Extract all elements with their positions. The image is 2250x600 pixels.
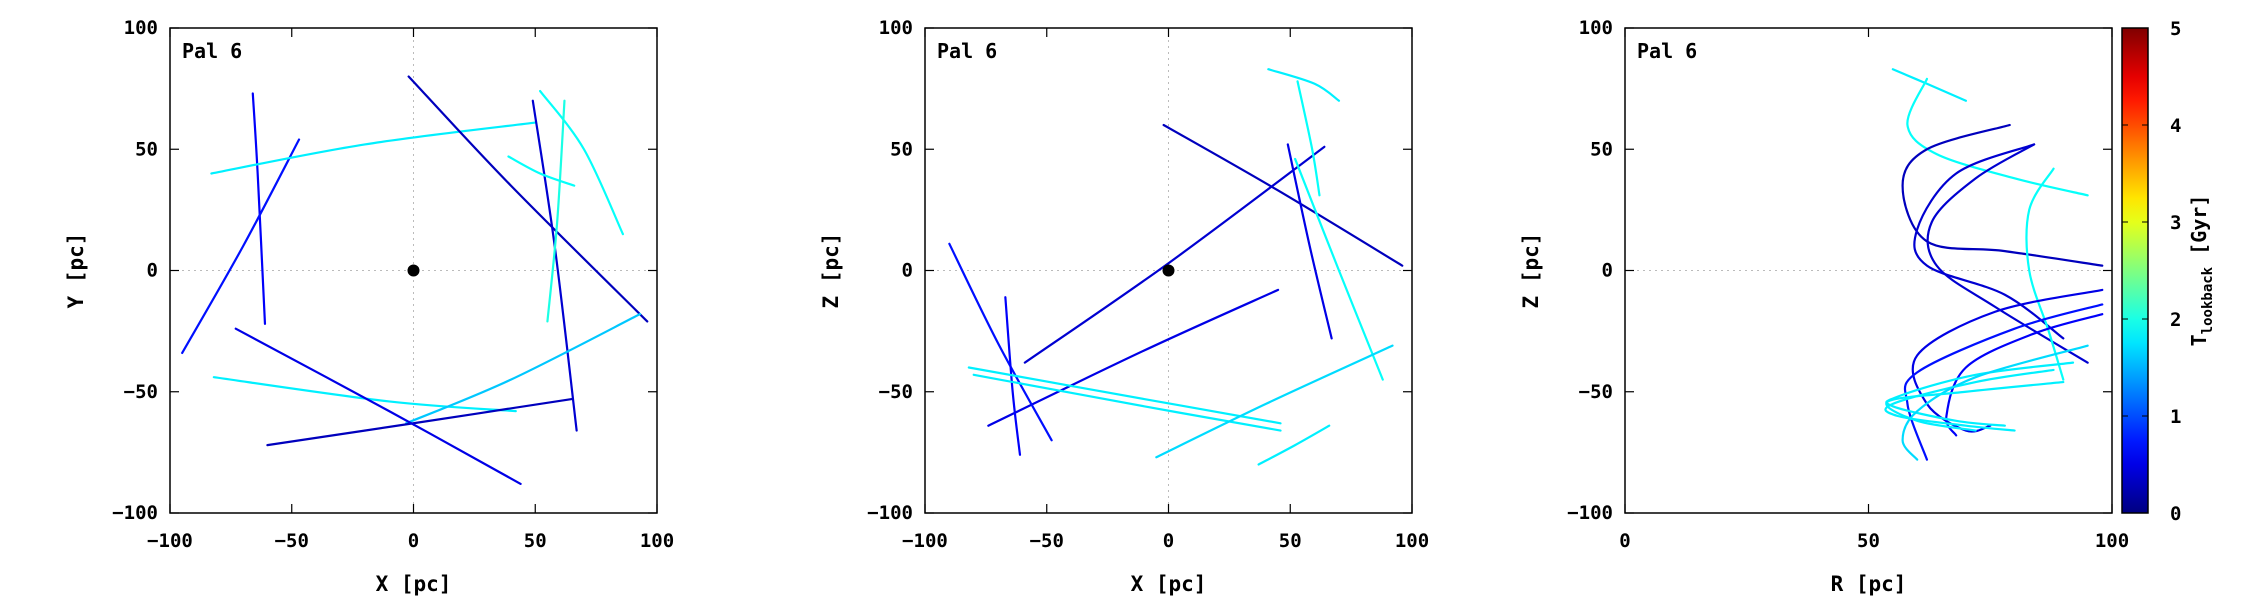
colorbar-tick-label: 4 — [2170, 115, 2181, 137]
y-tick-label: −100 — [1567, 502, 1613, 524]
y-tick-label: 50 — [890, 138, 913, 160]
orbit-line-4 — [407, 75, 649, 323]
panel-label: Pal 6 — [182, 39, 242, 63]
orbit-line-11 — [972, 373, 1282, 432]
colorbar-label-sub: lookback — [2200, 266, 2216, 334]
colorbar-tick-label: 5 — [2170, 18, 2181, 40]
orbit-line-1 — [1891, 68, 1967, 102]
orbit-line-7 — [1911, 288, 2104, 433]
orbit-line-11 — [266, 397, 573, 447]
orbit-line-10 — [405, 313, 642, 425]
y-tick-label: −100 — [867, 502, 913, 524]
colorbar-scale — [2121, 27, 2149, 514]
y-tick-label: 0 — [147, 260, 158, 282]
series-group — [948, 68, 1404, 466]
orbit-line-3 — [1901, 123, 2104, 267]
panel-label: Pal 6 — [937, 39, 997, 63]
center-marker — [1162, 264, 1175, 277]
orbit-line-9 — [212, 376, 517, 413]
colorbar-label-main: T — [2187, 334, 2211, 346]
x-axis-label: R [pc] — [1831, 572, 1907, 596]
x-tick-label: 50 — [1857, 530, 1880, 552]
orbit-line-6 — [539, 89, 625, 236]
orbit-line-7 — [546, 99, 566, 323]
orbit-line-3 — [987, 288, 1280, 427]
colorbar-tick-label: 3 — [2170, 212, 2181, 234]
y-axis-label: Z [pc] — [819, 233, 843, 309]
orbit-line-1 — [251, 92, 267, 325]
series-group — [1884, 68, 2104, 461]
x-tick-label: −100 — [902, 530, 948, 552]
panel-2: −100 −50 0 50 100 −100 −50 0 50 100 X [pc] Z [pc] Pa… — [819, 17, 1429, 596]
y-tick-label: −50 — [879, 381, 913, 403]
orbit-line-5 — [531, 99, 578, 432]
y-tick-label: 100 — [1579, 17, 1613, 39]
x-tick-label: 100 — [1395, 530, 1429, 552]
orbit-line-4 — [948, 242, 1053, 442]
orbit-line-12 — [1155, 344, 1394, 459]
orbit-line-8 — [1903, 303, 2104, 461]
orbit-line-5 — [1926, 143, 2089, 364]
orbit-line-3 — [210, 121, 537, 175]
orbit-line-5 — [1004, 296, 1022, 456]
x-tick-label: 0 — [408, 530, 419, 552]
panel-3: 0 50 100 −100 −50 0 50 100 R [pc] Z [pc] Pal 6 — [1519, 17, 2129, 596]
y-axis-label: Y [pc] — [64, 233, 88, 309]
x-tick-label: 100 — [2095, 530, 2129, 552]
x-tick-label: −50 — [275, 530, 309, 552]
y-tick-label: 0 — [1602, 260, 1613, 282]
y-tick-label: 50 — [1590, 138, 1613, 160]
y-axis-label: Z [pc] — [1519, 233, 1543, 309]
y-tick-label: 100 — [879, 17, 913, 39]
orbit-line-11 — [1884, 368, 2055, 432]
x-axis-label: X [pc] — [376, 572, 452, 596]
x-tick-label: 50 — [1279, 530, 1302, 552]
panel-label: Pal 6 — [1637, 39, 1697, 63]
orbit-line-12 — [1901, 344, 2089, 461]
x-tick-label: 50 — [524, 530, 547, 552]
orbit-line-2 — [1906, 77, 2089, 197]
panel-1: −100 −50 0 50 100 −100 −50 0 50 100 X [pc] Y [pc] Pa… — [64, 17, 674, 596]
colorbar-label: Tlookback [Gyr] — [2187, 195, 2216, 347]
orbit-line-9 — [1294, 157, 1384, 381]
x-tick-label: 0 — [1619, 530, 1630, 552]
x-tick-label: 100 — [640, 530, 674, 552]
y-tick-label: −100 — [112, 502, 158, 524]
orbit-line-1 — [1162, 123, 1404, 267]
x-tick-label: 0 — [1163, 530, 1174, 552]
x-tick-label: −100 — [147, 530, 193, 552]
orbit-line-6 — [2025, 167, 2065, 381]
orbit-line-12 — [234, 327, 522, 485]
center-marker — [407, 264, 420, 277]
series-group — [181, 75, 649, 485]
orbit-line-13 — [1257, 424, 1331, 466]
y-tick-label: 0 — [902, 260, 913, 282]
y-tick-label: −50 — [1579, 381, 1613, 403]
y-tick-label: 50 — [135, 138, 158, 160]
colorbar-tick-label: 0 — [2170, 503, 2181, 525]
orbit-line-8 — [1267, 68, 1341, 102]
x-tick-label: −50 — [1030, 530, 1064, 552]
orbit-line-6 — [1286, 143, 1333, 340]
y-tick-label: 100 — [124, 17, 158, 39]
y-tick-label: −50 — [124, 381, 158, 403]
orbit-line-13 — [1885, 380, 2065, 432]
colorbar-tick-label: 2 — [2170, 309, 2181, 331]
orbit-line-7 — [1296, 80, 1321, 197]
x-axis-label: X [pc] — [1131, 572, 1207, 596]
colorbar-tick-label: 1 — [2170, 406, 2181, 428]
colorbar: 0 1 2 3 4 5 Tlookback [Gyr] — [2121, 18, 2216, 525]
orbit-line-2 — [181, 138, 301, 355]
orbit-line-10 — [967, 366, 1282, 425]
orbit-line-2 — [1023, 145, 1326, 364]
orbit-line-4 — [1913, 143, 2065, 340]
orbit-line-8 — [507, 155, 576, 187]
colorbar-label-unit: [Gyr] — [2187, 195, 2211, 267]
